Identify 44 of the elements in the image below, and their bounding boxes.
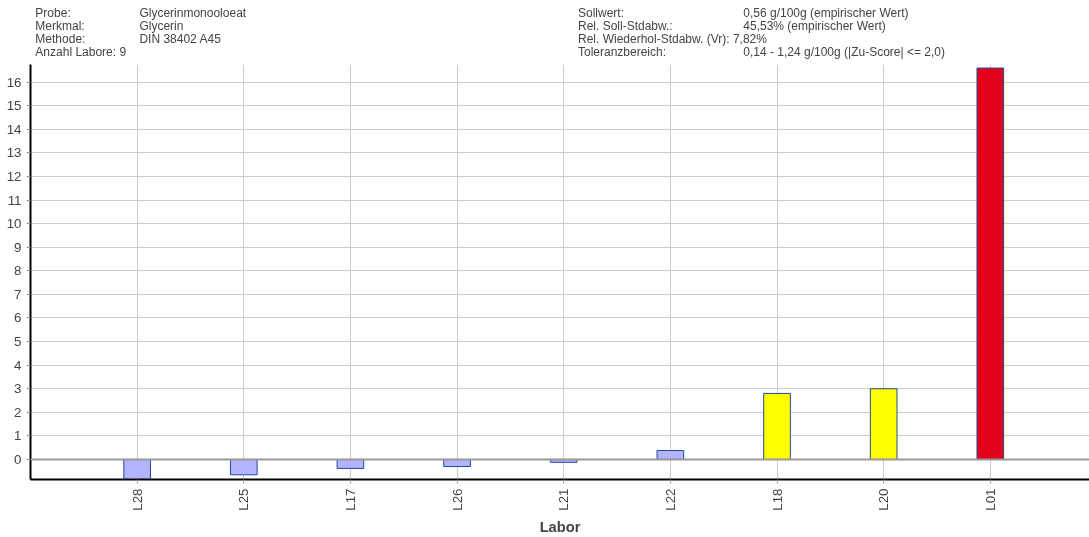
text: Glycerinmonooloeat <box>139 5 247 20</box>
text: Merkmal: <box>35 18 85 33</box>
text: Rel. Soll-Stdabw.: <box>577 18 673 33</box>
text: Glycerin <box>139 18 184 33</box>
y-tick-label: 8 <box>14 263 22 279</box>
y-tick-label: 16 <box>6 74 22 90</box>
text: Probe: <box>35 5 71 20</box>
x-tick-label: L21 <box>556 488 572 511</box>
text: Methode: <box>35 31 86 46</box>
text: Rel. Wiederhol-Stdabw. (Vr): 7,82% <box>577 31 768 46</box>
y-tick-label: 14 <box>6 121 23 137</box>
y-tick-label: 3 <box>14 381 22 397</box>
y-tick-label: 11 <box>7 192 22 208</box>
y-tick-label: 1 <box>14 428 22 444</box>
x-tick-label: L20 <box>876 488 892 511</box>
x-tick-label: L22 <box>662 488 678 511</box>
x-axis-title: Labor <box>539 518 581 535</box>
y-tick-label: 4 <box>14 357 23 373</box>
y-tick-label: 15 <box>6 98 22 114</box>
bar <box>123 458 151 480</box>
y-tick-label: 13 <box>6 145 22 161</box>
y-tick-label: 5 <box>14 334 22 350</box>
bar <box>763 392 791 460</box>
y-tick-label: 12 <box>6 169 22 184</box>
y-tick-label: 0 <box>14 451 22 467</box>
text: Anzahl Labore: 9 <box>35 44 127 59</box>
y-tick-label: 10 <box>6 216 22 232</box>
x-tick-label: L28 <box>129 488 145 511</box>
text: 0,14 - 1,24 g/100g (|Zu-Score| <= 2,0) <box>743 44 945 59</box>
y-tick-label: 2 <box>14 404 22 420</box>
x-tick-label: L26 <box>449 488 465 511</box>
y-tick-label: 6 <box>14 310 22 326</box>
bar <box>976 67 1005 460</box>
y-tick-label: 7 <box>14 286 22 302</box>
bar <box>869 388 898 460</box>
x-tick-label: L18 <box>769 488 785 511</box>
bar <box>229 458 258 476</box>
x-tick-label: L17 <box>342 488 358 511</box>
text: Toleranzbereich: <box>577 44 667 59</box>
text: Sollwert: <box>577 5 625 20</box>
text: 0,56 g/100g (empirischer Wert) <box>743 5 909 20</box>
x-tick-label: L25 <box>236 488 252 511</box>
x-tick-label: L01 <box>982 488 998 511</box>
y-tick-label: 9 <box>14 239 22 255</box>
